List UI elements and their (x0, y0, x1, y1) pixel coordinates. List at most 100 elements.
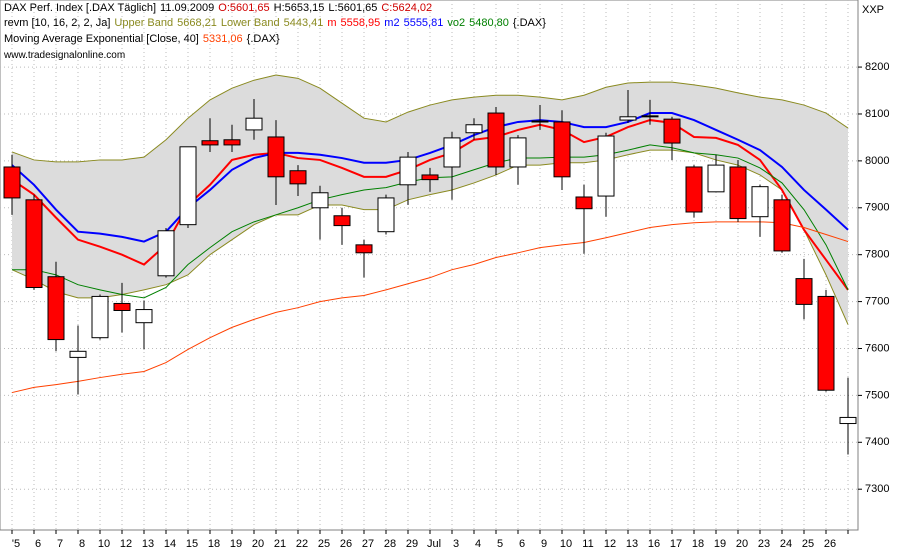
y-tick-label: 8100 (865, 108, 889, 120)
low: L:5601,65 (328, 2, 378, 14)
candle-body (641, 115, 659, 118)
x-tick-label: 27 (362, 538, 374, 550)
candle-body (443, 137, 461, 168)
legend-name: m2 (384, 17, 400, 29)
y-tick-label: 7600 (865, 342, 889, 354)
x-tick-label: 18 (692, 538, 704, 550)
candle-body (707, 164, 725, 193)
x-tick-label: '5 (12, 538, 20, 550)
candle-body (619, 116, 637, 121)
candle-body (267, 136, 285, 178)
candle-body (179, 146, 197, 226)
y-tick-label: 7800 (865, 249, 889, 261)
candle-body (531, 120, 549, 123)
close: C:5624,02 (381, 2, 433, 14)
x-tick-label: 25 (318, 538, 330, 550)
x-tick-label: 12 (604, 538, 616, 550)
legend-name: Lower Band (220, 17, 280, 29)
x-tick-label: 26 (824, 538, 836, 550)
corner-label: XXP (862, 4, 884, 16)
x-tick-label: 17 (670, 538, 682, 550)
x-tick-label: 18 (208, 538, 220, 550)
candle-body (509, 137, 527, 168)
legend-name: Moving Average Exponential [Close, 40] (4, 33, 199, 45)
x-tick-label: 20 (252, 538, 264, 550)
indicator-line (11, 221, 849, 394)
x-tick-label: 7 (57, 538, 63, 550)
y-tick-label: 8000 (865, 155, 889, 167)
x-tick-label: 23 (758, 538, 770, 550)
x-tick-label: 25 (802, 538, 814, 550)
x-tick-label: 13 (626, 538, 638, 550)
candle-body (817, 295, 835, 391)
x-tick-label: 13 (142, 538, 154, 550)
date: 11.09.2009 (160, 2, 215, 14)
candle-body (421, 174, 439, 181)
x-tick-label: 21 (274, 538, 286, 550)
indicator-source: {.DAX} (246, 33, 280, 45)
y-tick-label: 7900 (865, 202, 889, 214)
candle-body (685, 166, 703, 213)
x-tick-label: 15 (186, 538, 198, 550)
indicator-line (11, 119, 849, 291)
watermark: www.tradesignalonline.com (4, 49, 129, 62)
candle-body (597, 135, 615, 197)
candle-body (201, 140, 219, 146)
candle-body (399, 156, 417, 186)
legend-name: m (327, 17, 337, 29)
x-tick-label: 5 (497, 538, 503, 550)
legend-line: DAX Perf. Index [.DAX Täglich] 11.09.2009… (4, 2, 436, 15)
candle-body (157, 230, 175, 277)
candle-body (553, 121, 571, 178)
legend-name: vo2 (447, 17, 466, 29)
indicator-line (11, 112, 849, 243)
candle-body (377, 197, 395, 233)
x-tick-label: 14 (164, 538, 176, 550)
candle-body (311, 192, 329, 209)
indicator-source: {.DAX} (512, 17, 546, 29)
x-tick-label: 8 (79, 538, 85, 550)
candle-body (487, 112, 505, 168)
x-tick-label: 22 (296, 538, 308, 550)
x-tick-label: 28 (384, 538, 396, 550)
candle-body (135, 309, 153, 324)
candle-body (663, 118, 681, 144)
legend-value: 5558,95 (340, 17, 381, 29)
y-tick-label: 7400 (865, 436, 889, 448)
x-tick-label: 6 (35, 538, 41, 550)
legend-value: 5555,81 (403, 17, 444, 29)
candle-body (25, 199, 43, 289)
legend-line: Moving Average Exponential [Close, 40] 53… (4, 33, 284, 46)
candle-body (245, 117, 263, 131)
y-tick-label: 7500 (865, 389, 889, 401)
x-tick-label: 11 (582, 538, 593, 550)
symbol: DAX Perf. Index [.DAX Täglich] (4, 2, 157, 14)
indicator: revm [10, 16, 2, 2, Ja] (4, 17, 111, 29)
legend-value: 5668,21 (177, 17, 217, 29)
x-tick-label: 9 (541, 538, 547, 550)
candle-body (355, 244, 373, 254)
y-tick-label: 7300 (865, 483, 889, 495)
candle-body (839, 416, 857, 425)
band-fill (12, 75, 848, 325)
x-tick-label: 24 (780, 538, 792, 550)
candle-body (795, 278, 813, 305)
candle-body (751, 186, 769, 218)
x-tick-label: 26 (340, 538, 352, 550)
legend-value: 5331,06 (202, 33, 243, 45)
candle-body (69, 350, 87, 358)
candle-body (223, 139, 241, 146)
candle-body (3, 166, 21, 199)
high: H:5653,15 (273, 2, 325, 14)
candle-body (47, 276, 65, 341)
x-tick-label: 3 (453, 538, 459, 550)
legend-value: 5443,41 (283, 17, 324, 29)
candle-body (113, 302, 131, 311)
y-tick-label: 8200 (865, 61, 889, 73)
x-tick-label: 12 (120, 538, 132, 550)
legend-line: revm [10, 16, 2, 2, Ja] Upper Band 5668,21… (4, 17, 550, 30)
indicator-line (11, 74, 849, 163)
candle-body (773, 199, 791, 252)
